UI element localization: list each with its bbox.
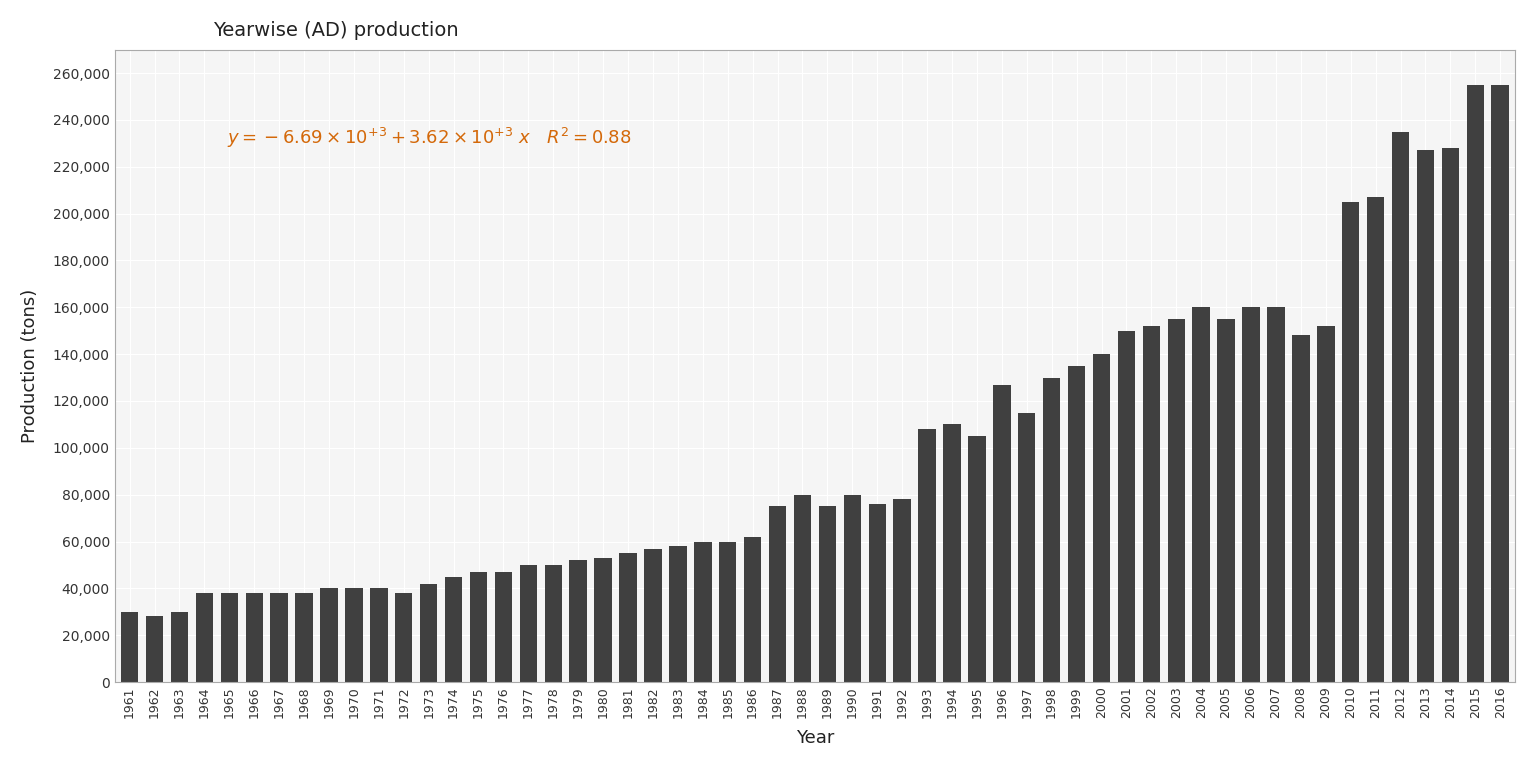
Bar <box>894 499 911 682</box>
Bar <box>919 429 935 682</box>
Bar <box>1292 336 1310 682</box>
Bar <box>295 593 313 682</box>
Bar <box>346 588 362 682</box>
Bar <box>1018 412 1035 682</box>
Bar <box>121 612 138 682</box>
Bar <box>670 546 687 682</box>
Bar <box>470 572 487 682</box>
Bar <box>495 572 511 682</box>
Bar <box>270 593 287 682</box>
Bar <box>1416 151 1435 682</box>
Bar <box>570 560 587 682</box>
Bar <box>743 537 762 682</box>
Bar <box>868 504 886 682</box>
Bar <box>321 588 338 682</box>
Bar <box>1068 366 1086 682</box>
Bar <box>370 588 387 682</box>
Bar <box>719 541 736 682</box>
Bar <box>395 593 413 682</box>
Bar <box>594 558 611 682</box>
Bar <box>1218 319 1235 682</box>
Bar <box>843 495 862 682</box>
Bar <box>246 593 263 682</box>
Y-axis label: Production (tons): Production (tons) <box>22 289 38 443</box>
Bar <box>1167 319 1184 682</box>
Bar <box>419 584 438 682</box>
Bar <box>694 541 711 682</box>
Bar <box>619 553 637 682</box>
Bar <box>1342 202 1359 682</box>
Bar <box>1243 307 1260 682</box>
Bar <box>170 612 189 682</box>
Text: Yearwise (AD) production: Yearwise (AD) production <box>214 21 458 40</box>
Bar <box>545 565 562 682</box>
Bar <box>943 425 960 682</box>
Text: $y = -6.69\times10^{+3} + 3.62\times10^{+3}\ x$   $R^2 = 0.88$: $y = -6.69\times10^{+3} + 3.62\times10^{… <box>227 126 631 150</box>
Bar <box>1143 326 1160 682</box>
Bar <box>1467 84 1484 682</box>
Bar <box>1392 131 1409 682</box>
Bar <box>1491 84 1508 682</box>
Bar <box>1267 307 1284 682</box>
Bar <box>1316 326 1335 682</box>
Bar <box>146 617 163 682</box>
X-axis label: Year: Year <box>796 729 834 747</box>
Bar <box>195 593 214 682</box>
Bar <box>644 548 662 682</box>
Bar <box>519 565 538 682</box>
Bar <box>1367 197 1384 682</box>
Bar <box>1118 331 1135 682</box>
Bar <box>221 593 238 682</box>
Bar <box>1192 307 1210 682</box>
Bar <box>819 506 836 682</box>
Bar <box>1043 378 1060 682</box>
Bar <box>1442 148 1459 682</box>
Bar <box>968 436 986 682</box>
Bar <box>994 385 1011 682</box>
Bar <box>770 506 786 682</box>
Bar <box>445 577 462 682</box>
Bar <box>1092 354 1111 682</box>
Bar <box>794 495 811 682</box>
